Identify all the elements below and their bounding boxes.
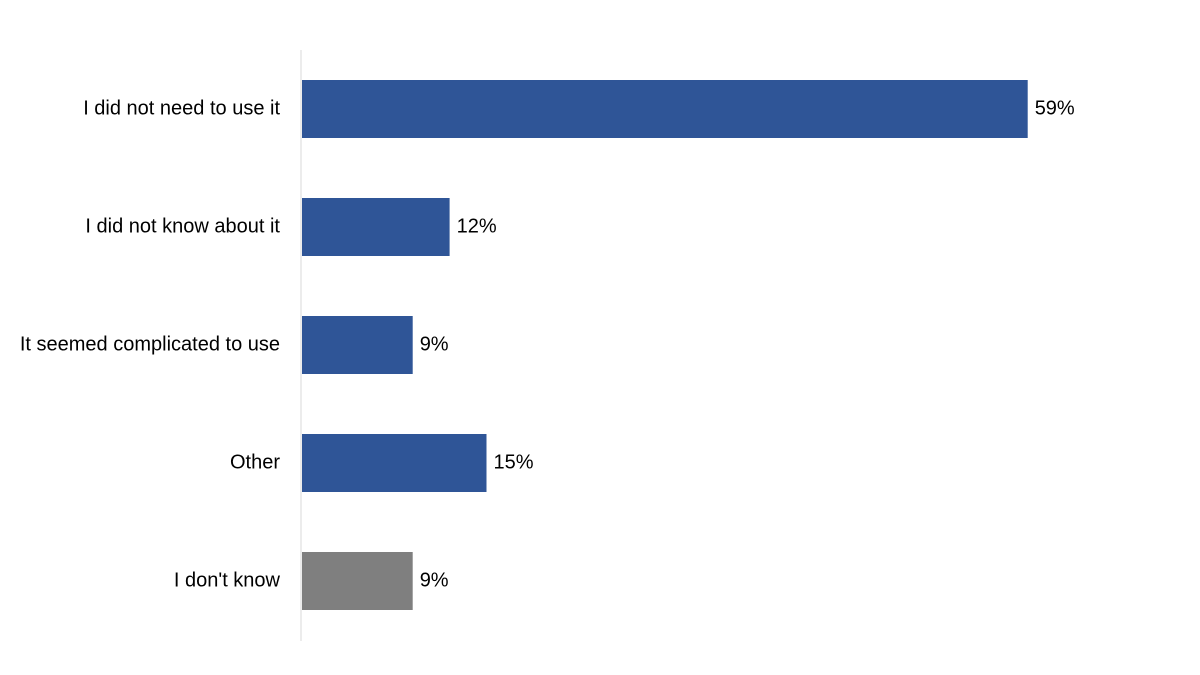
data-label: 9% [420,333,449,355]
data-label: 12% [457,215,497,237]
bar [302,80,1028,138]
bar [302,198,450,256]
bars-group [302,80,1028,610]
category-label: I did not need to use it [83,97,280,119]
data-labels-group: 59% 12% 9% 15% 9% [420,97,1075,591]
data-label: 15% [494,451,534,473]
category-label: I did not know about it [85,215,280,237]
bar [302,552,413,610]
category-label: I don't know [174,569,281,591]
category-labels-group: I did not need to use it I did not know a… [20,97,281,591]
data-label: 9% [420,569,449,591]
category-label: Other [230,451,280,473]
bar [302,434,487,492]
category-label: It seemed complicated to use [20,333,280,355]
data-label: 59% [1035,97,1075,119]
bar [302,316,413,374]
